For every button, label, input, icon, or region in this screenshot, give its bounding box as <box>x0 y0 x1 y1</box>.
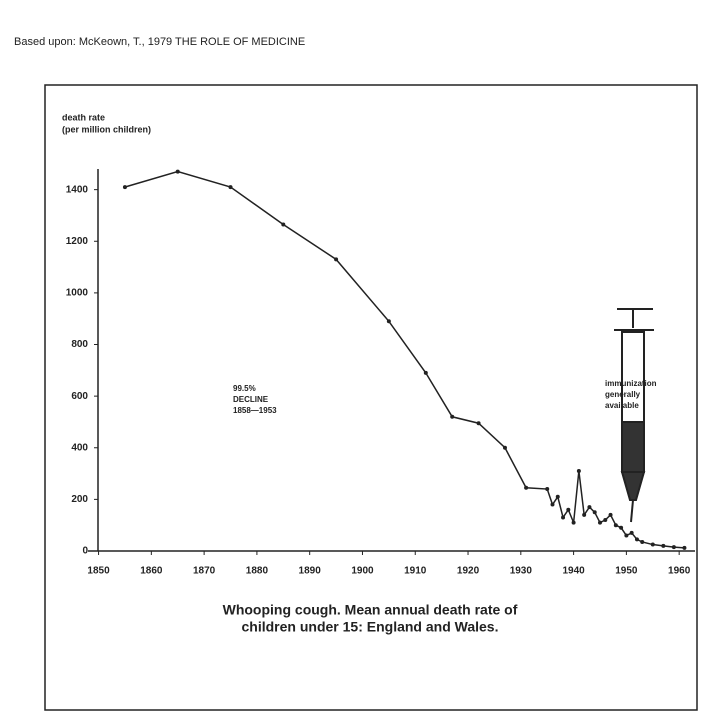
point <box>624 533 629 538</box>
point <box>228 185 233 190</box>
y-tick-label: 1400 <box>66 184 89 195</box>
point <box>650 542 655 547</box>
y-tick-label: 400 <box>71 442 88 453</box>
point <box>334 257 339 262</box>
syringe <box>614 308 654 523</box>
y-axis-label: death rate <box>62 112 105 122</box>
point <box>555 494 560 499</box>
annotation: immunization <box>605 379 657 388</box>
point <box>450 414 455 419</box>
y-tick-label: 1200 <box>66 236 89 247</box>
x-tick-label: 1880 <box>246 566 269 577</box>
x-tick-label: 1960 <box>668 566 691 577</box>
point <box>175 169 180 174</box>
point <box>671 545 676 550</box>
point <box>608 512 613 517</box>
point <box>524 485 529 490</box>
point <box>566 507 571 512</box>
y-axis-label: (per million children) <box>62 124 151 134</box>
x-tick-label: 1950 <box>615 566 638 577</box>
point <box>122 185 127 190</box>
chart-title: children under 15: England and Wales. <box>242 619 499 635</box>
point <box>640 539 645 544</box>
point <box>629 530 634 535</box>
point <box>682 545 687 550</box>
x-tick-label: 1910 <box>404 566 427 577</box>
point <box>613 523 618 528</box>
point <box>502 445 507 450</box>
x-tick-label: 1870 <box>193 566 216 577</box>
x-tick-label: 1900 <box>351 566 374 577</box>
point <box>634 537 639 542</box>
point <box>592 510 597 515</box>
x-tick-label: 1940 <box>562 566 585 577</box>
x-tick-label: 1860 <box>140 566 163 577</box>
x-tick-label: 1920 <box>457 566 480 577</box>
y-tick-label: 200 <box>71 494 88 505</box>
x-tick-label: 1890 <box>299 566 322 577</box>
point <box>661 543 666 548</box>
point <box>476 421 481 426</box>
annotation: DECLINE <box>233 395 269 404</box>
line <box>124 170 685 549</box>
point <box>582 512 587 517</box>
point <box>619 525 624 530</box>
point <box>597 520 602 525</box>
chart-title: Whooping cough. Mean annual death rate o… <box>223 602 518 618</box>
point <box>423 370 428 375</box>
y-tick-label: 0 <box>82 546 88 557</box>
point <box>571 520 576 525</box>
point <box>281 222 286 227</box>
point <box>545 487 550 492</box>
annotation: available <box>605 401 639 410</box>
y-tick-label: 1000 <box>66 288 89 299</box>
y-tick-label: 600 <box>71 391 88 402</box>
point <box>576 468 581 473</box>
annotation: generally <box>605 390 641 399</box>
x-tick-label: 1930 <box>510 566 533 577</box>
header: Based upon: McKeown, T., 1979 THE ROLE O… <box>14 36 305 48</box>
annotation: 1858—1953 <box>233 406 277 415</box>
y-tick-label: 800 <box>71 339 88 350</box>
point <box>386 319 391 324</box>
x-tick-label: 1850 <box>87 566 110 577</box>
annotation: 99.5% <box>233 384 256 393</box>
point <box>561 515 566 520</box>
point <box>550 502 555 507</box>
point <box>587 505 592 510</box>
frame <box>44 84 698 711</box>
point <box>603 518 608 523</box>
